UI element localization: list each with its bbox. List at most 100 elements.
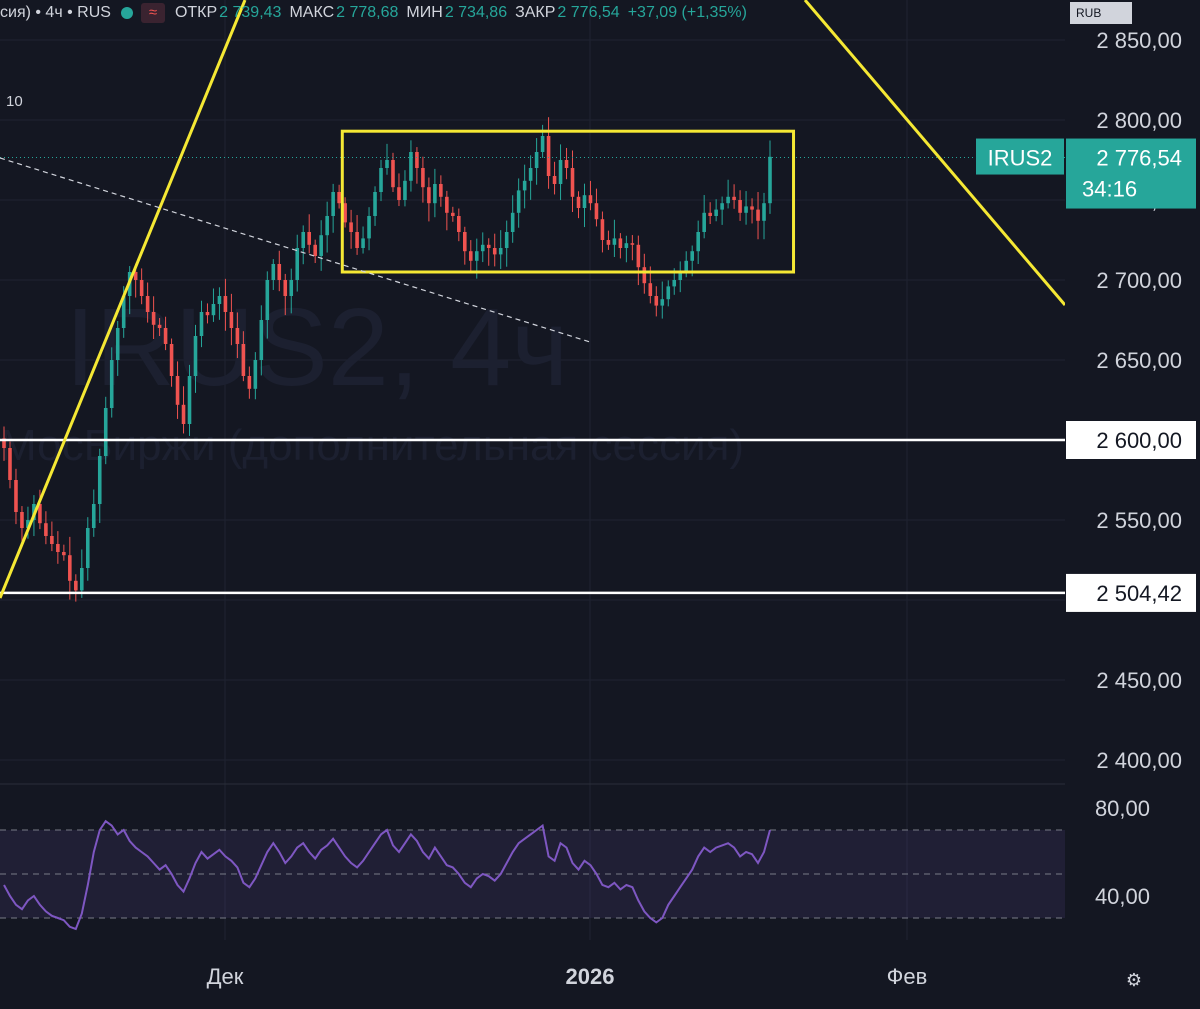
candle xyxy=(313,244,317,256)
close-label: ЗАКР xyxy=(515,4,556,21)
close-value: 2 776,54 xyxy=(557,4,620,21)
candle xyxy=(187,376,192,424)
candle xyxy=(468,251,473,261)
time-axis: Дек 2026 Фев xyxy=(207,964,928,989)
candle xyxy=(133,272,138,280)
y-tick-label: 2 700,00 xyxy=(1096,268,1182,293)
wave-icon[interactable]: ≈ xyxy=(140,3,165,23)
candle xyxy=(576,196,581,208)
candle xyxy=(480,244,485,252)
candle xyxy=(373,192,377,216)
gear-icon[interactable]: ⚙ xyxy=(1125,970,1143,990)
candle xyxy=(624,243,629,248)
candle xyxy=(558,160,563,184)
candle xyxy=(8,448,12,480)
candle xyxy=(20,512,24,528)
y-tick-label: 2 650,00 xyxy=(1096,348,1182,373)
candle xyxy=(115,328,120,360)
candle xyxy=(247,376,252,389)
candles xyxy=(2,117,772,602)
candle xyxy=(403,180,407,200)
candle xyxy=(612,238,617,245)
candle xyxy=(540,136,545,152)
candle xyxy=(85,528,90,568)
level-tag-label: 2 504,42 xyxy=(1096,581,1182,606)
candle xyxy=(768,156,772,204)
rsi-tick-label: 40,00 xyxy=(1095,884,1150,909)
candle xyxy=(474,251,479,261)
candle xyxy=(439,184,443,197)
y-tick-label: 2 850,00 xyxy=(1096,28,1182,53)
symbol-tag xyxy=(976,138,1064,175)
candle xyxy=(618,238,623,248)
trend-line-down xyxy=(803,0,1067,306)
watermark-symbol: IRUS2, 4ч xyxy=(65,286,569,409)
candle xyxy=(163,328,168,344)
currency-selector[interactable]: RUB xyxy=(1066,0,1200,26)
candle xyxy=(738,200,742,213)
candle xyxy=(762,203,766,221)
candle xyxy=(271,264,276,280)
candle xyxy=(702,212,706,232)
candle xyxy=(74,580,78,591)
y-tick-label: 2 400,00 xyxy=(1096,748,1182,773)
candle xyxy=(463,232,467,252)
candle xyxy=(642,267,647,284)
candle xyxy=(690,251,694,261)
market-status-icon xyxy=(120,7,133,19)
candle xyxy=(654,296,659,306)
watermark-exchange: МосБиржи (дополнительная сессия) xyxy=(0,421,744,470)
trend-line-up xyxy=(0,0,247,599)
candle xyxy=(175,376,180,405)
candle xyxy=(714,209,718,216)
candle xyxy=(415,152,419,168)
x-tick-label: 2026 xyxy=(566,964,615,989)
candle xyxy=(205,312,210,316)
candle xyxy=(672,280,677,287)
candle xyxy=(62,552,66,556)
candle xyxy=(289,280,294,296)
candle xyxy=(744,206,748,213)
candle xyxy=(103,408,108,456)
candle xyxy=(720,203,724,210)
candle xyxy=(427,187,431,204)
candle xyxy=(319,235,323,256)
candle xyxy=(648,283,653,296)
candle xyxy=(750,206,754,210)
candle xyxy=(445,196,449,213)
candle xyxy=(457,216,461,232)
candle xyxy=(756,209,760,221)
candle xyxy=(504,232,509,248)
candle xyxy=(355,232,359,248)
range-box xyxy=(340,129,796,274)
candle xyxy=(391,160,395,188)
rsi-tick-label: 80,00 xyxy=(1095,796,1150,821)
level-tag xyxy=(1066,421,1196,459)
candle xyxy=(546,136,551,176)
level-tag-label: 2 600,00 xyxy=(1096,428,1182,453)
candle xyxy=(385,160,389,168)
candle xyxy=(528,168,533,181)
candle xyxy=(600,219,605,240)
candle xyxy=(229,312,234,328)
candle xyxy=(56,544,60,552)
candle xyxy=(397,187,401,200)
candle xyxy=(301,232,306,248)
change-value: +37,09 (+1,35%) xyxy=(627,4,747,21)
symbol-text[interactable]: сия) • 4ч • RUS xyxy=(0,4,111,21)
price-tag: IRUS2 2 776,54 34:16 xyxy=(976,138,1196,209)
candle xyxy=(510,212,515,232)
candle xyxy=(492,248,497,255)
candle xyxy=(109,360,114,408)
candle xyxy=(678,272,683,280)
candle xyxy=(516,190,521,213)
candle xyxy=(379,168,383,192)
candle xyxy=(732,196,736,200)
candle xyxy=(684,260,689,272)
symbol-header: сия) • 4ч • RUS ≈ ОТКР 2 739,43 МАКС 2 7… xyxy=(0,0,755,26)
high-value: 2 778,68 xyxy=(336,4,399,21)
candle xyxy=(666,286,671,300)
x-tick-label: Дек xyxy=(207,964,244,989)
